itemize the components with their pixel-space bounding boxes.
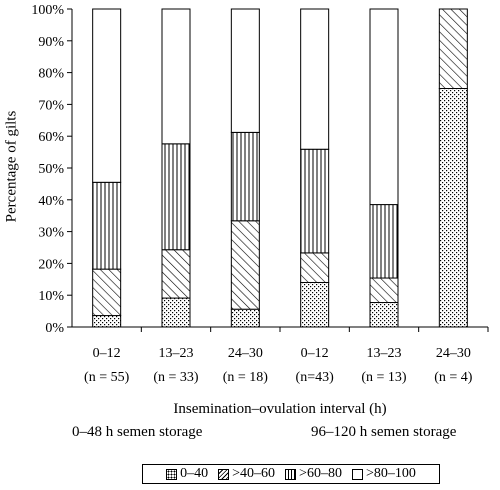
y-tick-label: 10% — [38, 289, 64, 304]
bar-segment — [161, 8, 191, 145]
y-axis-label: Percentage of gilts — [3, 110, 20, 223]
x-tick-n-label: (n = 18) — [223, 370, 269, 385]
legend-swatch-icon — [285, 468, 297, 480]
bar-segment — [92, 181, 122, 270]
bar-segment — [92, 8, 122, 183]
x-tick-label: 0–12 — [301, 346, 329, 361]
bar-segment — [92, 268, 122, 317]
y-tick-label: 0% — [45, 321, 64, 336]
x-axis-label: Insemination–ovulation interval (h) — [173, 401, 387, 417]
legend: 0–40 >40–60 >60–80 >80–100 — [142, 464, 440, 484]
bar-segment — [369, 204, 399, 279]
legend-item: 0–40 — [166, 466, 208, 482]
legend-label: >80–100 — [365, 466, 416, 481]
x-tick-n-label: (n = 33) — [153, 370, 199, 385]
x-tick-label: 13–23 — [367, 346, 402, 361]
tick-labels: 0% 10% 20% 30% 40% 50% 60% 70% 80% 90% 100% 0–12 (n … — [31, 3, 472, 385]
legend-label: >60–80 — [299, 466, 342, 481]
bar-segment — [230, 131, 260, 222]
legend-item: >40–60 — [218, 466, 275, 482]
x-tick-n-label: (n = 4) — [434, 370, 473, 385]
bar-segment — [161, 143, 191, 251]
bar-segment — [230, 8, 260, 133]
legend-item: >80–100 — [351, 466, 416, 482]
bar-segment — [369, 277, 399, 304]
legend-swatch-icon — [218, 468, 230, 480]
bar-segment — [300, 8, 330, 150]
bar-segment — [438, 8, 468, 89]
y-tick-label: 20% — [38, 257, 64, 272]
y-tick-label: 50% — [38, 162, 64, 177]
x-tick-n-label: (n = 55) — [84, 370, 130, 385]
x-tick-label: 13–23 — [159, 346, 194, 361]
bar-segment — [230, 308, 260, 328]
x-tick-n-label: (n=43) — [296, 370, 335, 385]
y-tick-label: 100% — [31, 3, 64, 18]
bar-segment — [369, 8, 399, 206]
bar-segment — [161, 297, 191, 328]
group-label-1: 0–48 h semen storage — [72, 424, 203, 440]
bar-segment — [300, 281, 330, 328]
legend-swatch-icon — [351, 468, 363, 480]
bar-segment — [92, 315, 122, 328]
y-tick-label: 70% — [38, 98, 64, 113]
y-tick-label: 80% — [38, 67, 64, 82]
bar-segment — [369, 302, 399, 328]
bar-segment — [230, 220, 260, 310]
x-tick-label: 24–30 — [436, 346, 471, 361]
bar-segment — [438, 88, 468, 328]
bars — [92, 8, 468, 328]
axes — [67, 8, 489, 332]
x-tick-label: 0–12 — [93, 346, 121, 361]
x-tick-label: 24–30 — [228, 346, 263, 361]
y-tick-label: 60% — [38, 130, 64, 145]
bar-segment — [300, 252, 330, 283]
bar-segment — [300, 148, 330, 254]
group-label-2: 96–120 h semen storage — [311, 424, 457, 440]
legend-swatch-icon — [166, 468, 178, 480]
legend-label: >40–60 — [232, 466, 276, 481]
y-tick-label: 40% — [38, 194, 64, 209]
legend-item: >60–80 — [285, 466, 342, 482]
legend-label: 0–40 — [180, 466, 209, 481]
y-tick-label: 30% — [38, 226, 64, 241]
bar-segment — [161, 249, 191, 299]
x-tick-n-label: (n = 13) — [361, 370, 407, 385]
y-tick-label: 90% — [38, 35, 64, 50]
